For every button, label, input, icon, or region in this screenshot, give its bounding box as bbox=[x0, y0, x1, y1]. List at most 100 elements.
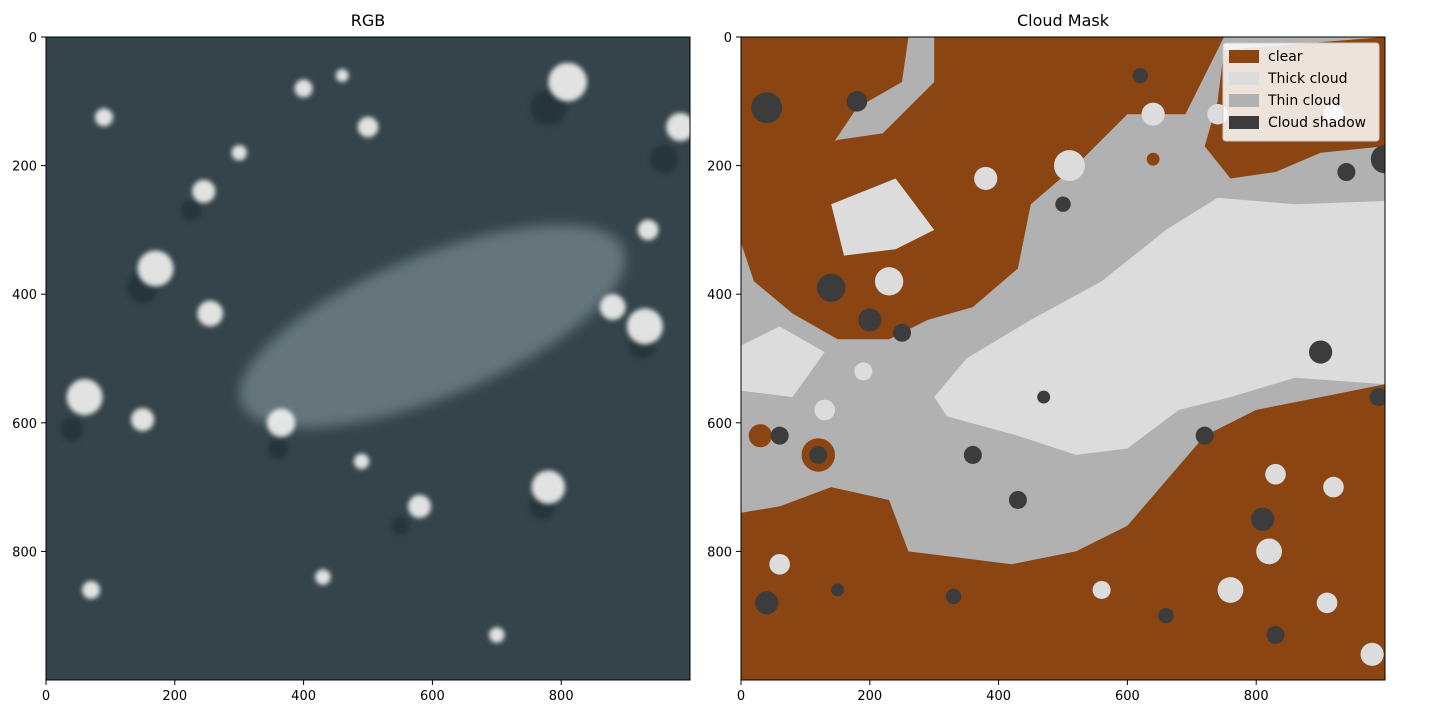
thick-cloud-patch bbox=[814, 399, 836, 421]
cloud bbox=[666, 112, 690, 142]
cloud bbox=[626, 308, 663, 345]
y-tick-label: 0 bbox=[29, 31, 37, 46]
x-tick-label: 400 bbox=[986, 689, 1011, 704]
clear-region bbox=[741, 384, 1385, 680]
legend-swatch bbox=[1229, 72, 1259, 85]
legend-label: Cloud shadow bbox=[1268, 115, 1366, 131]
cloud bbox=[489, 627, 505, 643]
cloud-shadow-patch bbox=[1370, 145, 1385, 174]
thick-cloud-patch bbox=[1141, 102, 1165, 126]
thick-cloud-patch bbox=[1360, 642, 1384, 666]
cloud bbox=[82, 580, 101, 599]
cloud-shadow-patch bbox=[1266, 625, 1285, 645]
y-tick-label: 400 bbox=[707, 288, 732, 303]
thick-cloud-patch bbox=[1316, 592, 1338, 614]
clear-patch bbox=[1146, 152, 1160, 166]
cloud bbox=[353, 453, 370, 470]
thick-cloud-patch bbox=[1053, 150, 1085, 182]
cloud-shadow bbox=[180, 200, 202, 221]
cloud bbox=[548, 62, 587, 102]
cloud-shadow-patch bbox=[945, 588, 962, 605]
y-tick-label: 600 bbox=[12, 417, 37, 432]
y-tick-label: 200 bbox=[12, 160, 37, 175]
rgb-image bbox=[46, 37, 690, 680]
cloud-shadow-patch bbox=[1369, 388, 1385, 407]
legend-box bbox=[1222, 42, 1380, 142]
cloud-shadow-patch bbox=[1158, 607, 1174, 624]
mask-image bbox=[741, 37, 1385, 680]
cloud bbox=[94, 108, 113, 127]
cloud-shadow-patch bbox=[1132, 67, 1149, 84]
legend-label: Thin cloud bbox=[1267, 93, 1341, 109]
legend-label: Thick cloud bbox=[1267, 71, 1347, 87]
cloud bbox=[335, 69, 349, 83]
cloud bbox=[357, 116, 379, 138]
cloud bbox=[131, 407, 155, 432]
cloud-shadow-patch bbox=[892, 323, 912, 342]
cloud-shadow-patch bbox=[1055, 196, 1071, 212]
x-tick-label: 600 bbox=[420, 689, 445, 704]
cloud-shadow-patch bbox=[831, 583, 845, 597]
y-tick-label: 0 bbox=[724, 31, 732, 46]
thick-cloud-patch bbox=[1256, 538, 1282, 565]
thick-cloud-patch bbox=[874, 267, 904, 296]
x-tick-label: 400 bbox=[291, 689, 316, 704]
x-tick-label: 200 bbox=[857, 689, 882, 704]
x-tick-label: 600 bbox=[1115, 689, 1140, 704]
thick-cloud-region bbox=[741, 326, 825, 398]
clear-region bbox=[741, 37, 909, 185]
cloud-shadow bbox=[530, 89, 567, 126]
y-tick-label: 400 bbox=[12, 288, 37, 303]
cloud bbox=[266, 408, 296, 437]
legend-label: clear bbox=[1268, 49, 1303, 65]
cloud bbox=[407, 494, 432, 518]
y-tick-label: 600 bbox=[707, 417, 732, 432]
clear-patch bbox=[748, 424, 772, 448]
cloud-shadow bbox=[391, 516, 410, 535]
rgb-image-axes: 0 200 400 600 800 0 200 400 600 800 bbox=[12, 31, 691, 704]
cloud-shadow-patch bbox=[816, 273, 846, 302]
y-tick-label: 800 bbox=[707, 545, 732, 560]
cloud-shadow-patch bbox=[963, 445, 982, 464]
cloud-shadow-patch bbox=[751, 92, 783, 124]
cloud bbox=[231, 145, 247, 161]
cloud bbox=[197, 300, 224, 327]
cloud bbox=[531, 470, 566, 504]
y-tick-label: 200 bbox=[707, 160, 732, 175]
cloud-shadow-patch bbox=[1008, 490, 1027, 509]
x-tick-label: 200 bbox=[162, 689, 187, 704]
cloud-shadow-patch bbox=[1195, 426, 1214, 445]
thick-cloud-patch bbox=[854, 362, 873, 381]
cloud-mask-axes: 0 200 400 600 800 0 200 400 600 800 clear Thick clo… bbox=[707, 31, 1386, 704]
thick-cloud-patch bbox=[769, 553, 790, 575]
cloud-shadow-patch bbox=[770, 426, 789, 445]
cloud bbox=[637, 219, 659, 241]
x-tick-label: 0 bbox=[737, 689, 745, 704]
axes-frame bbox=[45, 36, 691, 681]
cloud bbox=[192, 179, 216, 203]
legend-swatch bbox=[1229, 94, 1259, 107]
axes-frame bbox=[740, 36, 1386, 681]
cloud bbox=[599, 294, 626, 320]
thick-cloud-patch bbox=[1323, 476, 1344, 498]
cloud bbox=[66, 379, 103, 416]
cloud bbox=[315, 569, 331, 585]
thick-cloud-patch bbox=[974, 166, 998, 191]
haze-cloud bbox=[239, 225, 626, 428]
thick-cloud-region bbox=[934, 197, 1385, 455]
cloud-shadow-patch bbox=[858, 308, 882, 332]
legend: clear Thick cloud Thin cloud Cloud shadow bbox=[1222, 42, 1380, 142]
x-tick-label: 800 bbox=[1244, 689, 1269, 704]
rgb-panel-title: RGB bbox=[350, 11, 386, 30]
cloud-shadow-patch bbox=[1251, 507, 1275, 531]
cloud-shadow bbox=[650, 145, 679, 174]
cloud-shadow bbox=[267, 438, 289, 459]
cloud-shadow bbox=[60, 417, 84, 441]
cloud-shadow-patch bbox=[1309, 340, 1333, 364]
thick-cloud-patch bbox=[1217, 577, 1244, 603]
cloud-shadow-patch bbox=[1337, 163, 1356, 182]
cloud bbox=[294, 79, 313, 98]
x-tick-label: 800 bbox=[549, 689, 574, 704]
y-tick-label: 800 bbox=[12, 545, 37, 560]
